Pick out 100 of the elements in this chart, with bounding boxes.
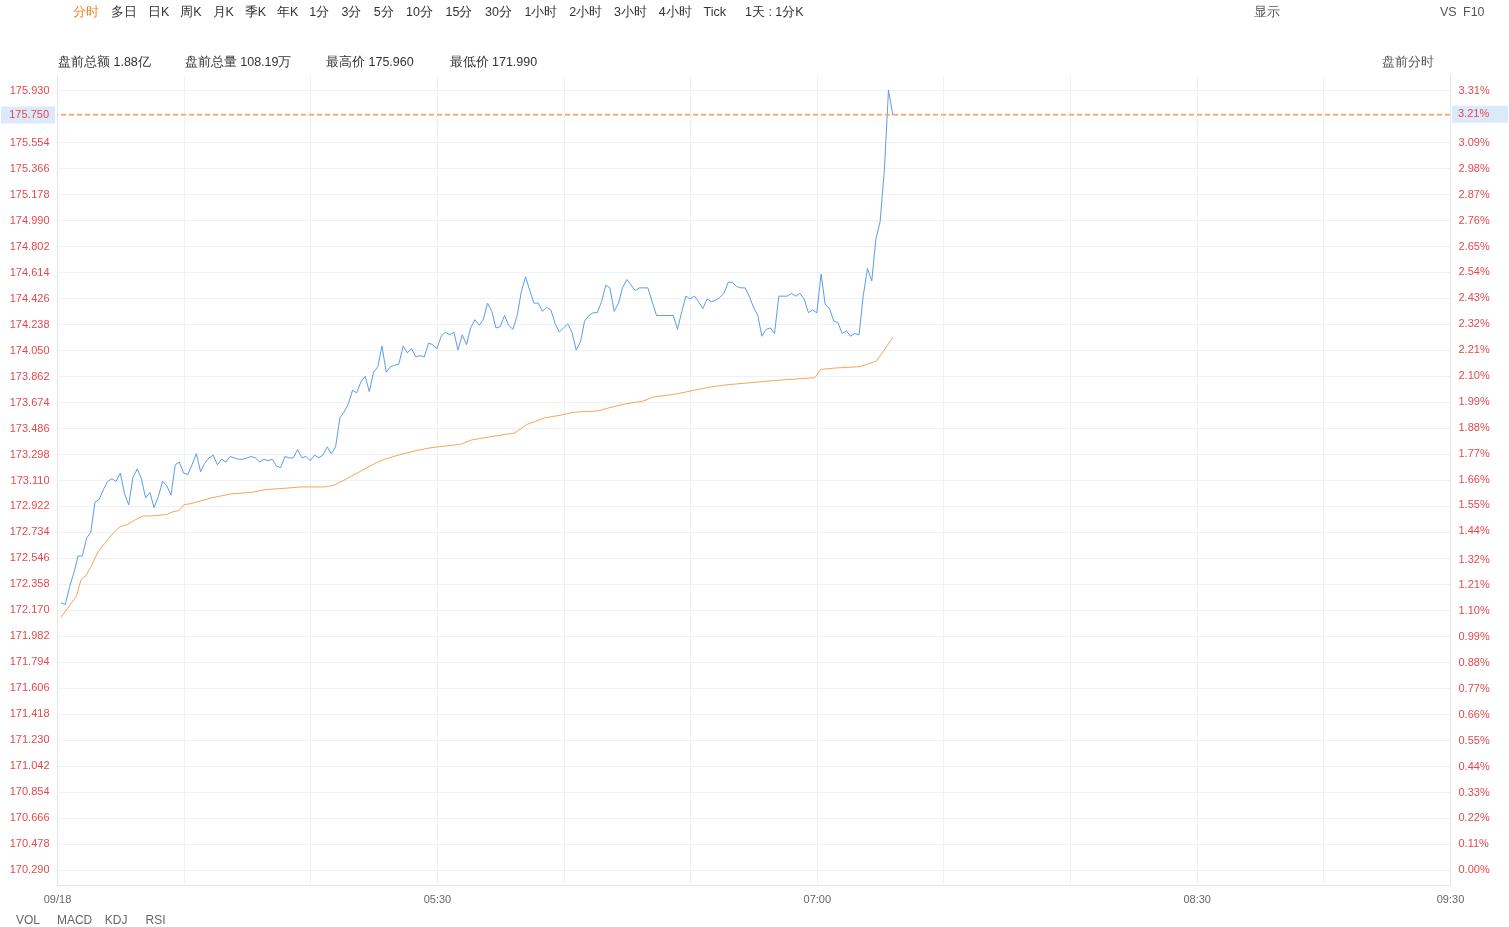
- text: 10分: [406, 5, 433, 19]
- y2-tick-label: 0.66%: [1458, 707, 1490, 720]
- y2-tick-label: 2.10%: [1458, 369, 1490, 382]
- text: 3分: [341, 5, 362, 19]
- y2-tick-label: 1.44%: [1458, 524, 1490, 537]
- y2-tick-label: 1.66%: [1458, 472, 1490, 485]
- y-tick-label: 173.674: [9, 395, 50, 408]
- y-tick-label: 174.990: [9, 213, 50, 226]
- y2-tick-label: 0.33%: [1458, 785, 1490, 798]
- text: 季K: [244, 5, 267, 19]
- y-tick-label: 173.486: [9, 421, 50, 434]
- x-tick-label: 09:30: [1436, 892, 1465, 905]
- y-tick-label: 173.298: [9, 447, 50, 460]
- text: 多日: [110, 5, 137, 19]
- text: 周K: [180, 5, 203, 19]
- line-series: [60, 89, 894, 605]
- y2-tick-label: 0.22%: [1458, 811, 1490, 824]
- text: 2小时: [569, 5, 603, 19]
- y-tick-label: 170.478: [9, 837, 50, 850]
- x-tick-label: 09/18: [43, 892, 72, 905]
- text: 1小时: [524, 5, 558, 19]
- y2-tick-label: 1.77%: [1458, 446, 1490, 459]
- y2-tick-label: 2.98%: [1458, 161, 1490, 174]
- text: 盘前总量 108.19万: [184, 55, 292, 69]
- y2-tick-label: 0.44%: [1458, 759, 1490, 772]
- y2-tick-label: 2.54%: [1458, 265, 1490, 278]
- text: 5分: [373, 5, 394, 19]
- y-tick-label: 172.170: [9, 603, 50, 616]
- y-tick-label: 171.606: [9, 681, 50, 694]
- y-tick-label: 173.862: [9, 369, 50, 382]
- y-tick-label: 171.418: [9, 707, 50, 720]
- y-tick-label: 172.734: [9, 525, 50, 538]
- y-tick-label: 175.930: [9, 83, 50, 96]
- text: KDJ: [104, 913, 128, 927]
- y-tick-label: 174.802: [9, 239, 50, 252]
- y-tick-label: 173.110: [10, 473, 50, 486]
- x-tick-label: 07:00: [803, 892, 832, 905]
- y2-tick-label: 2.43%: [1458, 291, 1490, 304]
- line-series: [60, 337, 894, 618]
- y-tick-label: 175.366: [9, 161, 50, 174]
- y2-tick-label: 1.10%: [1458, 604, 1490, 617]
- y-tick-label: 170.854: [9, 785, 50, 798]
- y2-tick-label: 0.99%: [1458, 630, 1490, 643]
- y-tick-label: 175.178: [9, 187, 50, 200]
- y2-tick-label: 0.77%: [1458, 682, 1490, 694]
- y-tick-label: 171.982: [9, 629, 50, 642]
- ref-line-label: 175.750: [9, 108, 49, 121]
- text: VOL: [16, 913, 41, 927]
- text: 4小时: [658, 5, 692, 19]
- text: 分时: [73, 5, 99, 19]
- text: Tick: [703, 5, 727, 19]
- y2-tick-label: 2.21%: [1458, 343, 1490, 356]
- y2-tick-label: 1.21%: [1458, 578, 1490, 591]
- text: 年K: [277, 5, 299, 19]
- text: VS: [1440, 5, 1457, 19]
- y-tick-label: 174.614: [9, 265, 50, 278]
- y-tick-label: 172.922: [9, 499, 50, 512]
- y2-tick-label: 1.55%: [1458, 498, 1490, 511]
- y-tick-label: 174.238: [9, 317, 50, 330]
- y-tick-label: 174.426: [9, 291, 50, 304]
- text: 1分: [309, 5, 330, 19]
- y2-tick-label: 1.32%: [1458, 552, 1490, 565]
- text: RSI: [145, 913, 166, 927]
- y2-tick-label: 3.09%: [1458, 136, 1490, 149]
- text: 最高价 175.960: [326, 54, 414, 69]
- y2-tick-label: 2.32%: [1458, 317, 1490, 330]
- text: 盘前分时: [1382, 55, 1434, 69]
- text: MACD: [56, 913, 93, 927]
- y-tick-label: 172.546: [9, 551, 50, 564]
- y2-tick-label: 2.87%: [1458, 187, 1490, 200]
- text: 15分: [445, 5, 473, 19]
- y2-tick-label: 0.88%: [1458, 656, 1490, 669]
- y2-tick-label: 2.65%: [1458, 239, 1490, 252]
- y-tick-label: 171.230: [9, 733, 50, 746]
- y2-tick-label: 2.76%: [1458, 213, 1490, 226]
- y2-tick-label: 0.11%: [1458, 837, 1490, 850]
- text: 日K: [148, 5, 170, 19]
- y2-tick-label: 0.00%: [1458, 863, 1490, 876]
- y2-tick-label: 1.99%: [1458, 394, 1490, 407]
- text: F10: [1463, 5, 1485, 19]
- x-tick-label: 05:30: [423, 892, 452, 905]
- y-tick-label: 172.358: [9, 577, 50, 590]
- text: 最低价 171.990: [449, 55, 538, 69]
- text: 月K: [212, 5, 235, 19]
- y-tick-label: 174.050: [9, 343, 50, 356]
- y2-tick-label: 3.31%: [1458, 84, 1490, 97]
- text: 盘前总额 1.88亿: [58, 55, 151, 69]
- y-tick-label: 175.554: [9, 135, 50, 148]
- y-tick-label: 170.290: [9, 863, 50, 876]
- text: 显示: [1254, 5, 1280, 19]
- y2-tick-label: 1.88%: [1458, 420, 1490, 433]
- x-tick-label: 08:30: [1183, 892, 1211, 905]
- y-tick-label: 170.666: [9, 811, 50, 824]
- y-tick-label: 171.042: [9, 759, 50, 772]
- ref-line-label: 3.21%: [1458, 107, 1490, 120]
- text: 3小时: [614, 5, 647, 19]
- y-tick-label: 171.794: [9, 655, 50, 668]
- y2-tick-label: 0.55%: [1458, 733, 1490, 746]
- text: 1天 : 1分K: [745, 5, 805, 19]
- text: 30分: [485, 5, 512, 19]
